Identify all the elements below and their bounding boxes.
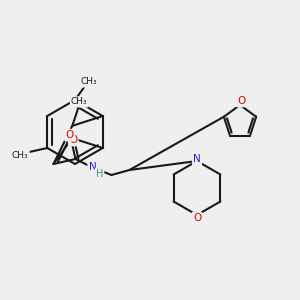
Text: O: O — [193, 213, 201, 223]
Text: N: N — [193, 154, 201, 164]
Text: H: H — [96, 169, 103, 179]
Text: CH₃: CH₃ — [12, 152, 28, 160]
Text: CH₃: CH₃ — [71, 98, 88, 106]
Text: O: O — [237, 96, 245, 106]
Text: O: O — [69, 135, 77, 145]
Text: CH₃: CH₃ — [81, 77, 97, 86]
Text: N: N — [88, 162, 96, 172]
Text: O: O — [65, 130, 74, 140]
